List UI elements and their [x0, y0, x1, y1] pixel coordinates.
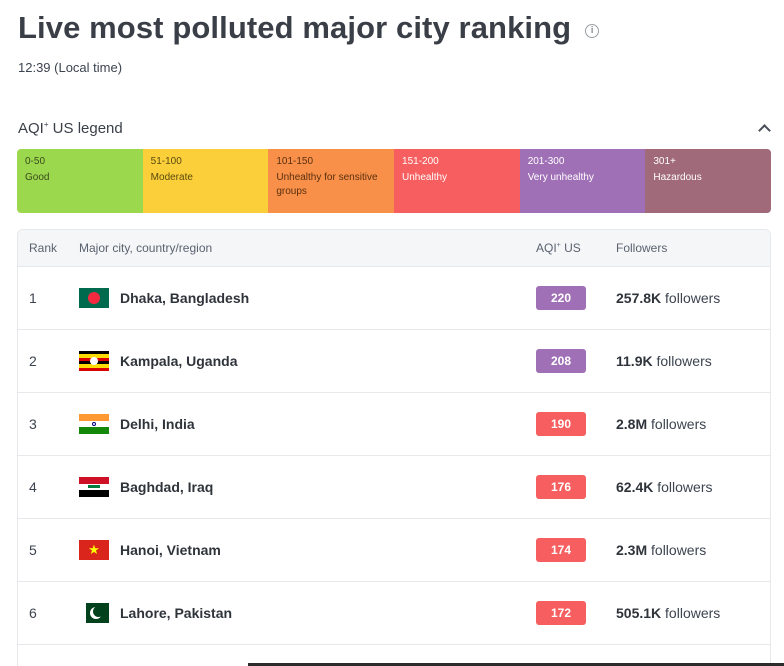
- page-title: Live most polluted major city ranking: [18, 10, 572, 45]
- followers-count: 11.9K: [616, 353, 653, 369]
- aqi-badge: 190: [536, 412, 586, 436]
- followers-label: followers: [651, 542, 707, 558]
- aqi-badge: 208: [536, 349, 586, 373]
- table-header: Rank Major city, country/region AQI+ US …: [18, 230, 770, 267]
- aqi-cell: 176: [536, 475, 616, 499]
- header-aqi[interactable]: AQI+ US: [536, 241, 581, 255]
- legend-segment-hazardous: 301+ Hazardous: [645, 149, 771, 213]
- ranking-table: Rank Major city, country/region AQI+ US …: [17, 229, 771, 666]
- city-name[interactable]: Dhaka, Bangladesh: [120, 290, 250, 306]
- header-followers[interactable]: Followers: [616, 241, 668, 255]
- pakistan-flag-icon: [79, 603, 109, 623]
- city-name[interactable]: Kampala, Uganda: [120, 353, 238, 369]
- table-row[interactable]: 3 Delhi, India 190 2.8M followers: [18, 393, 770, 456]
- table-body: 1 Dhaka, Bangladesh 220 257.8K followers 2 Ka…: [18, 267, 770, 645]
- rank-cell: 3: [29, 416, 37, 432]
- rank-cell: 1: [29, 290, 37, 306]
- followers-cell: 257.8K followers: [616, 290, 770, 306]
- city-name[interactable]: Delhi, India: [120, 416, 195, 432]
- chevron-up-icon[interactable]: [758, 122, 770, 134]
- info-icon[interactable]: i: [585, 24, 600, 38]
- city-cell[interactable]: Baghdad, Iraq: [79, 477, 536, 497]
- city-cell[interactable]: Dhaka, Bangladesh: [79, 288, 536, 308]
- aqi-cell: 208: [536, 349, 616, 373]
- title-row: Live most polluted major city ranking i: [18, 10, 600, 46]
- aqi-badge: 172: [536, 601, 586, 625]
- legend-header[interactable]: AQI+ US legend: [18, 118, 770, 138]
- city-cell[interactable]: Delhi, India: [79, 414, 536, 434]
- legend-segment-sensitive: 101-150 Unhealthy for sensitive groups: [268, 149, 395, 213]
- aqi-cell: 172: [536, 601, 616, 625]
- table-row[interactable]: 1 Dhaka, Bangladesh 220 257.8K followers: [18, 267, 770, 330]
- followers-count: 2.3M: [616, 542, 648, 558]
- city-name[interactable]: Baghdad, Iraq: [120, 479, 214, 495]
- aqi-cell: 174: [536, 538, 616, 562]
- table-row[interactable]: 6 Lahore, Pakistan 172 505.1K followers: [18, 582, 770, 645]
- aqi-cell: 220: [536, 286, 616, 310]
- aqi-legend-bar: 0-50 Good 51-100 Moderate 101-150 Unhealthy…: [17, 149, 771, 213]
- aqi-badge: 220: [536, 286, 586, 310]
- city-cell[interactable]: Kampala, Uganda: [79, 351, 536, 371]
- aqi-badge: 176: [536, 475, 586, 499]
- rank-cell: 6: [29, 605, 37, 621]
- header-city[interactable]: Major city, country/region: [79, 241, 213, 255]
- legend-segment-very-unhealthy: 201-300 Very unhealthy: [519, 149, 646, 213]
- legend-title: AQI+ US legend: [18, 119, 123, 137]
- rank-cell: 2: [29, 353, 37, 369]
- legend-segment-good: 0-50 Good: [17, 149, 143, 213]
- followers-label: followers: [665, 290, 721, 306]
- legend-segment-unhealthy: 151-200 Unhealthy: [394, 149, 520, 213]
- aqi-badge: 174: [536, 538, 586, 562]
- followers-count: 505.1K: [616, 605, 662, 621]
- followers-count: 2.8M: [616, 416, 648, 432]
- rank-cell: 5: [29, 542, 37, 558]
- city-name[interactable]: Lahore, Pakistan: [120, 605, 233, 621]
- followers-label: followers: [651, 416, 707, 432]
- uganda-flag-icon: [79, 351, 109, 371]
- india-flag-icon: [79, 414, 109, 434]
- followers-cell: 2.8M followers: [616, 416, 770, 432]
- followers-cell: 62.4K followers: [616, 479, 770, 495]
- header-rank[interactable]: Rank: [29, 241, 58, 255]
- followers-cell: 2.3M followers: [616, 542, 770, 558]
- followers-count: 62.4K: [616, 479, 654, 495]
- followers-label: followers: [656, 353, 712, 369]
- rank-cell: 4: [29, 479, 37, 495]
- followers-count: 257.8K: [616, 290, 662, 306]
- followers-cell: 505.1K followers: [616, 605, 770, 621]
- aqi-cell: 190: [536, 412, 616, 436]
- followers-label: followers: [657, 479, 713, 495]
- city-name[interactable]: Hanoi, Vietnam: [120, 542, 221, 558]
- followers-cell: 11.9K followers: [616, 353, 770, 369]
- city-cell[interactable]: Lahore, Pakistan: [79, 603, 536, 623]
- legend-segment-moderate: 51-100 Moderate: [142, 149, 269, 213]
- local-time: 12:39 (Local time): [18, 60, 123, 75]
- city-cell[interactable]: ★ Hanoi, Vietnam: [79, 540, 536, 560]
- table-row[interactable]: 4 Baghdad, Iraq 176 62.4K followers: [18, 456, 770, 519]
- vietnam-flag-icon: ★: [79, 540, 109, 560]
- bangladesh-flag-icon: [79, 288, 109, 308]
- followers-label: followers: [665, 605, 721, 621]
- table-row[interactable]: 5 ★ Hanoi, Vietnam 174 2.3M followers: [18, 519, 770, 582]
- iraq-flag-icon: [79, 477, 109, 497]
- table-row[interactable]: 2 Kampala, Uganda 208 11.9K followers: [18, 330, 770, 393]
- scrollbar-edge: [248, 663, 784, 666]
